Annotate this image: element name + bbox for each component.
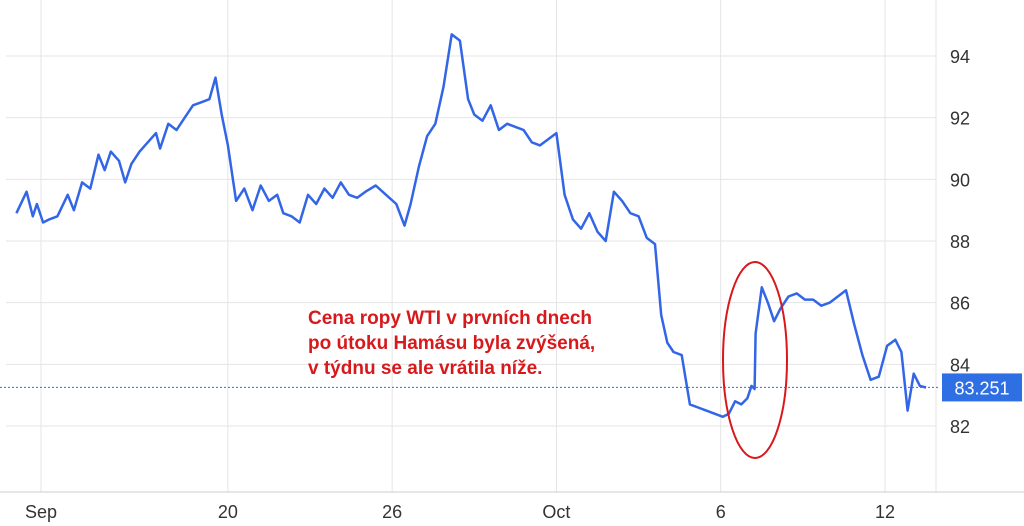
y-tick-label: 92 — [950, 109, 970, 129]
axes: 82 84 86 88 90 92 94 Sep 20 26 Oct 6 12 — [0, 47, 1024, 522]
annotation-line-2: po útoku Hamásu byla zvýšená, — [308, 333, 596, 354]
x-tick-label: 6 — [716, 502, 726, 522]
current-value-badge — [942, 373, 1022, 402]
annotation-line-3: v týdnu se ale vrátila níže. — [308, 358, 543, 379]
series: 83.251 — [0, 33, 1022, 419]
y-tick-label: 90 — [950, 170, 970, 190]
y-tick-label: 86 — [950, 294, 970, 314]
y-tick-label: 88 — [950, 232, 970, 252]
y-tick-label: 82 — [950, 417, 970, 437]
annotation-line-1: Cena ropy WTI v prvních dnech — [308, 308, 592, 329]
current-value-label: 83.251 — [954, 378, 1009, 398]
annotation-marks — [722, 261, 788, 459]
x-tick-label: Sep — [25, 502, 57, 522]
y-tick-label: 84 — [950, 355, 970, 375]
highlight-ellipse — [722, 261, 788, 459]
price-line — [15, 33, 927, 419]
x-tick-label: Oct — [542, 502, 570, 522]
grid — [6, 0, 937, 492]
y-tick-label: 94 — [950, 47, 970, 67]
x-tick-label: 20 — [218, 502, 238, 522]
x-tick-label: 26 — [382, 502, 402, 522]
x-tick-label: 12 — [875, 502, 895, 522]
annotation-text: Cena ropy WTI v prvních dnech po útoku H… — [308, 306, 668, 381]
